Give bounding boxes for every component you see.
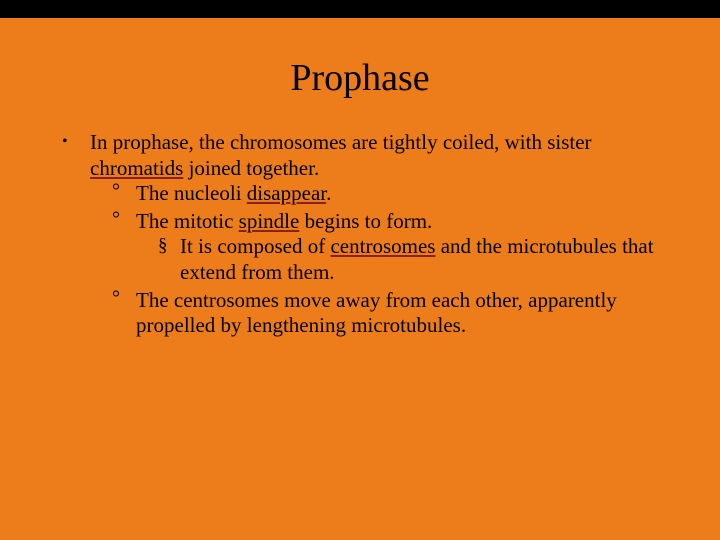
bullet-item: The mitotic spindle begins to form. It i… [112,209,680,286]
text-span: begins to form. [299,209,432,233]
bullet-list-level3: It is composed of centrosomes and the mi… [136,234,680,285]
bullet-item: In prophase, the chromosomes are tightly… [62,130,680,339]
underlined-term: centrosomes [330,234,435,258]
text-span: joined together. [183,156,319,180]
text-span: In prophase, the chromosomes are tightly… [90,130,592,154]
text-span: The mitotic [136,209,239,233]
bullet-list-level1: In prophase, the chromosomes are tightly… [62,130,680,339]
underlined-term: spindle [239,209,300,233]
underlined-term: disappear [247,181,326,205]
text-span: It is composed of [180,234,330,258]
slide-content: In prophase, the chromosomes are tightly… [0,130,720,339]
bullet-list-level2: The nucleoli disappear. The mitotic spin… [90,181,680,339]
bullet-item: The centrosomes move away from each othe… [112,288,680,339]
text-span: The nucleoli [136,181,247,205]
text-span: The centrosomes move away from each othe… [136,288,617,338]
underlined-term: chromatids [90,156,183,180]
bullet-item: It is composed of centrosomes and the mi… [158,234,680,285]
slide: Prophase In prophase, the chromosomes ar… [0,0,720,540]
text-span: . [326,181,331,205]
slide-title: Prophase [0,18,720,130]
bullet-item: The nucleoli disappear. [112,181,680,207]
